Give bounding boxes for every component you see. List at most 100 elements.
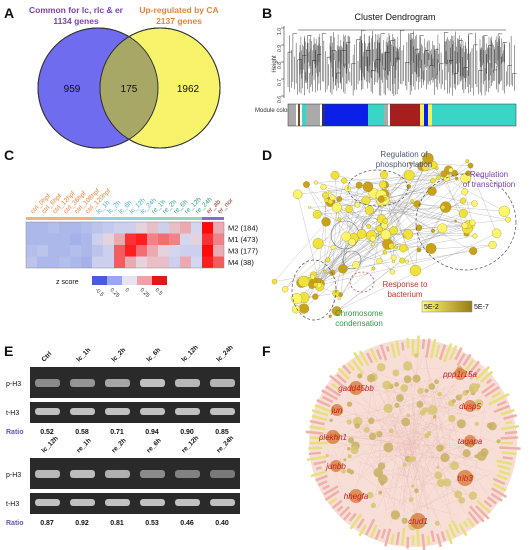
- dendrogram-ytick: 0.6: [277, 96, 283, 103]
- ratio-label-bottom: Ratio: [6, 520, 24, 527]
- panel-a: A Common for lc, rlc & er 1134 genes Up-…: [4, 5, 221, 149]
- heatmap-cell: [59, 233, 70, 245]
- heatmap-cell: [103, 222, 114, 234]
- heatmap-cell: [202, 233, 213, 245]
- go-term-node: [491, 228, 502, 238]
- venn-overlap: [100, 28, 158, 148]
- gene-node: [456, 419, 466, 429]
- dendrogram-ytick: 0.7: [277, 79, 283, 86]
- gene-label: gadd45bb: [338, 384, 374, 393]
- gene-node: [428, 383, 436, 390]
- go-term-node: [310, 274, 316, 280]
- go-term-node: [292, 189, 303, 200]
- annot-bacterium-2: bacterium: [387, 290, 422, 299]
- panel-f-label: F: [262, 343, 271, 359]
- go-term-node: [356, 229, 367, 239]
- dendrogram-title: Cluster Dendrogram: [354, 12, 435, 22]
- blot-band: [105, 408, 130, 415]
- blot-ratio-value: 0.92: [75, 520, 89, 527]
- heatmap-cell: [125, 233, 136, 245]
- heatmap-row-label: M1 (473): [228, 235, 259, 244]
- gene-node: [440, 452, 450, 463]
- go-term-node: [435, 175, 441, 180]
- gene-label: junbb: [325, 462, 346, 471]
- go-term-node: [323, 269, 327, 274]
- go-term-node: [352, 261, 360, 269]
- heatmap-cell: [158, 222, 169, 234]
- pvalue-legend-high: 5E-7: [474, 304, 489, 311]
- go-term-node: [421, 163, 430, 172]
- gene-node: [434, 379, 439, 385]
- heatmap-cell: [125, 245, 136, 257]
- gene-node: [459, 394, 463, 398]
- blot-ratio-value: 0.85: [215, 429, 229, 436]
- heatmap-cell: [147, 245, 158, 257]
- pvalue-legend-low: 5E-2: [424, 304, 439, 311]
- row-label-th3-top: t-H3: [6, 410, 19, 417]
- blot-ratio-value: 0.71: [110, 429, 124, 436]
- gene-node: [375, 431, 379, 435]
- blot-column-label: re_2h: [110, 437, 127, 454]
- blot-column-label: lc_6h: [145, 347, 162, 364]
- row-label-ph3-bottom: p-H3: [6, 472, 21, 479]
- gene-node: [325, 454, 329, 458]
- annot-phosphorylation-1: Regulation of: [380, 150, 428, 159]
- gene-node: [392, 369, 400, 377]
- venn-right-title: Up-regulated by CA: [139, 5, 218, 15]
- heatmap-cell: [169, 245, 180, 257]
- gene-node: [394, 382, 399, 387]
- heatmap-cell: [37, 245, 48, 257]
- go-term-node: [388, 242, 395, 250]
- gene-labels: ppp1r15a gadd45bb dusp5 jun plekhn1 tagapa jun…: [318, 368, 483, 529]
- heatmap-cell: [48, 256, 59, 268]
- go-term-node: [354, 202, 361, 208]
- go-term-node: [341, 231, 352, 242]
- heatmap-cell: [114, 245, 125, 257]
- blot-band: [175, 499, 200, 506]
- go-term-node: [337, 217, 342, 222]
- heatmap-cell: [213, 233, 224, 245]
- heatmap-cell: [180, 233, 191, 245]
- gene-node: [402, 462, 407, 467]
- gene-node: [329, 418, 333, 423]
- blot-band: [140, 499, 165, 506]
- zscore-tick: 0.25: [139, 287, 151, 299]
- gene-node: [468, 491, 478, 500]
- heatmap-cell: [70, 233, 81, 245]
- gene-node: [406, 413, 411, 418]
- panel-d-label: D: [262, 147, 272, 163]
- dendrogram-tree: [287, 29, 517, 96]
- go-term-node: [345, 205, 353, 213]
- go-term-node: [331, 202, 343, 213]
- go-term-node: [313, 282, 318, 288]
- heatmap-cell: [81, 245, 92, 257]
- go-term-node: [399, 257, 406, 264]
- blot-band: [210, 470, 235, 478]
- go-term-node: [364, 205, 374, 215]
- annot-chromosome-1: Chromosome: [335, 309, 384, 318]
- go-term-node: [371, 242, 375, 247]
- go-term-node: [379, 170, 389, 179]
- gene-label: ppp1r15a: [442, 370, 477, 379]
- panel-a-label: A: [4, 5, 14, 21]
- go-term-node: [329, 194, 336, 201]
- blot-column-label: lc_1h: [75, 347, 92, 364]
- venn-left-title: Common for lc, rlc & er: [29, 5, 124, 15]
- blot-bottom-column-labels: lc_12h re_1h re_2h re_6h re_12h re_24h: [40, 435, 235, 455]
- go-term-node: [298, 275, 310, 288]
- blot-band: [210, 379, 235, 387]
- go-term-node: [437, 223, 448, 234]
- gene-node: [434, 471, 443, 480]
- gene-node: [416, 400, 424, 408]
- blot-band: [70, 470, 95, 478]
- go-term-node: [399, 244, 408, 253]
- blot-ratio-value: 0.81: [110, 520, 124, 527]
- heatmap-cell: [169, 222, 180, 234]
- gene-node: [343, 458, 347, 462]
- pvalue-legend-bar: [421, 300, 473, 313]
- dendrogram-ylabel: Height: [272, 55, 278, 73]
- blot-column-label: Ctrl: [40, 350, 53, 363]
- go-term-node: [328, 190, 332, 194]
- go-term-node: [422, 152, 434, 165]
- heatmap-cell: [125, 256, 136, 268]
